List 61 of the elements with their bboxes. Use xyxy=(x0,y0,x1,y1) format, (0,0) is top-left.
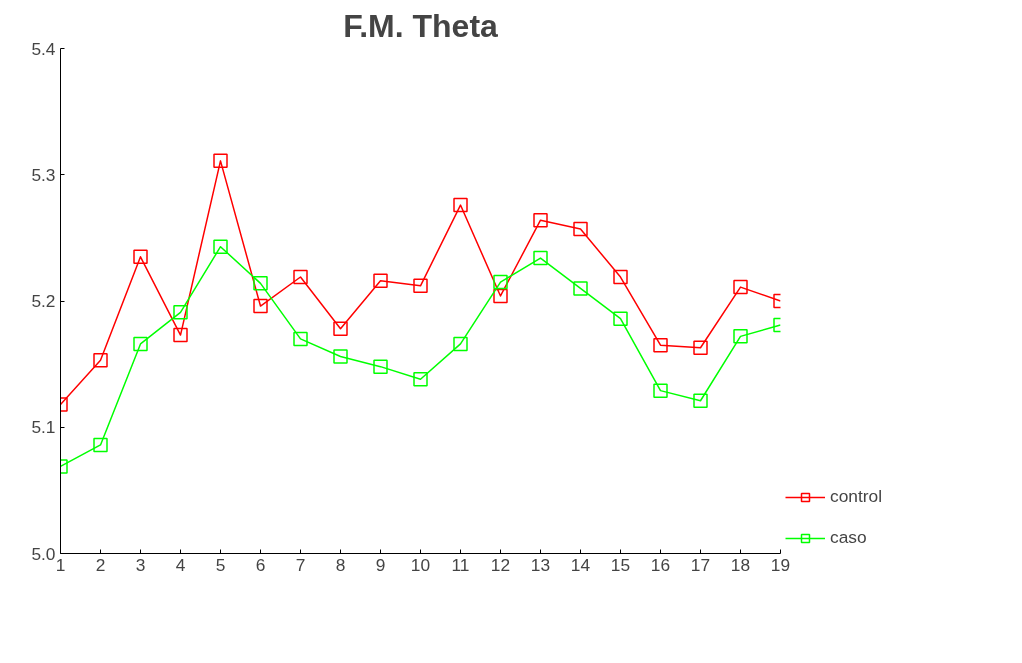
y-tick-label: 5.1 xyxy=(31,417,56,438)
chart-title: F.M. Theta xyxy=(343,7,499,44)
y-tick-label: 5.2 xyxy=(31,291,56,311)
y-tick-label: 5.4 xyxy=(31,38,56,59)
point xyxy=(613,311,628,326)
x-tick-label: 8 xyxy=(335,554,346,575)
point xyxy=(293,331,308,347)
point xyxy=(133,336,148,352)
x-tick-label: 12 xyxy=(490,554,511,575)
x-tick-label: 18 xyxy=(730,554,751,575)
x-tick-label: 7 xyxy=(295,554,306,575)
x-tick-label: 9 xyxy=(375,554,386,575)
x-tick-label: 5 xyxy=(215,554,226,575)
point xyxy=(533,250,548,266)
point xyxy=(253,298,268,314)
x-tick-label: 10 xyxy=(410,554,431,575)
x-tick-label: 13 xyxy=(530,554,551,575)
legend-label: caso xyxy=(830,527,867,548)
point xyxy=(213,153,228,169)
x-tick-label: 3 xyxy=(135,554,146,575)
point xyxy=(653,337,668,353)
point xyxy=(413,372,428,387)
point xyxy=(213,239,228,254)
point xyxy=(253,276,268,291)
point xyxy=(333,349,348,364)
x-tick-label: 11 xyxy=(451,554,470,575)
x-tick-label: 19 xyxy=(770,554,791,575)
x-tick-label: 14 xyxy=(570,554,591,575)
point xyxy=(373,359,388,374)
x-tick-label: 16 xyxy=(650,554,671,575)
point xyxy=(533,212,548,228)
point xyxy=(573,221,588,237)
x-tick-label: 1 xyxy=(55,554,66,575)
x-tick-label: 4 xyxy=(175,554,186,575)
point xyxy=(493,274,508,290)
point xyxy=(733,329,748,344)
legend-label: control xyxy=(830,486,883,507)
point xyxy=(93,437,108,453)
point xyxy=(333,321,348,337)
point xyxy=(413,278,428,294)
point xyxy=(733,279,748,295)
point xyxy=(693,393,708,408)
x-tick-label: 2 xyxy=(95,554,106,575)
point xyxy=(173,305,188,320)
point xyxy=(613,269,628,285)
point xyxy=(373,273,388,289)
point xyxy=(573,281,588,296)
point xyxy=(653,383,668,398)
point xyxy=(453,197,468,213)
y-tick-label: 5.3 xyxy=(31,164,56,185)
x-tick-label: 17 xyxy=(690,554,711,575)
x-tick-label: 6 xyxy=(255,554,266,575)
point xyxy=(93,353,108,368)
point xyxy=(173,327,188,343)
point xyxy=(493,288,508,304)
point xyxy=(453,336,468,352)
point xyxy=(133,249,148,265)
y-tick-label: 5.0 xyxy=(31,543,56,564)
point xyxy=(693,340,708,355)
x-tick-label: 15 xyxy=(610,554,631,575)
point xyxy=(293,269,308,285)
